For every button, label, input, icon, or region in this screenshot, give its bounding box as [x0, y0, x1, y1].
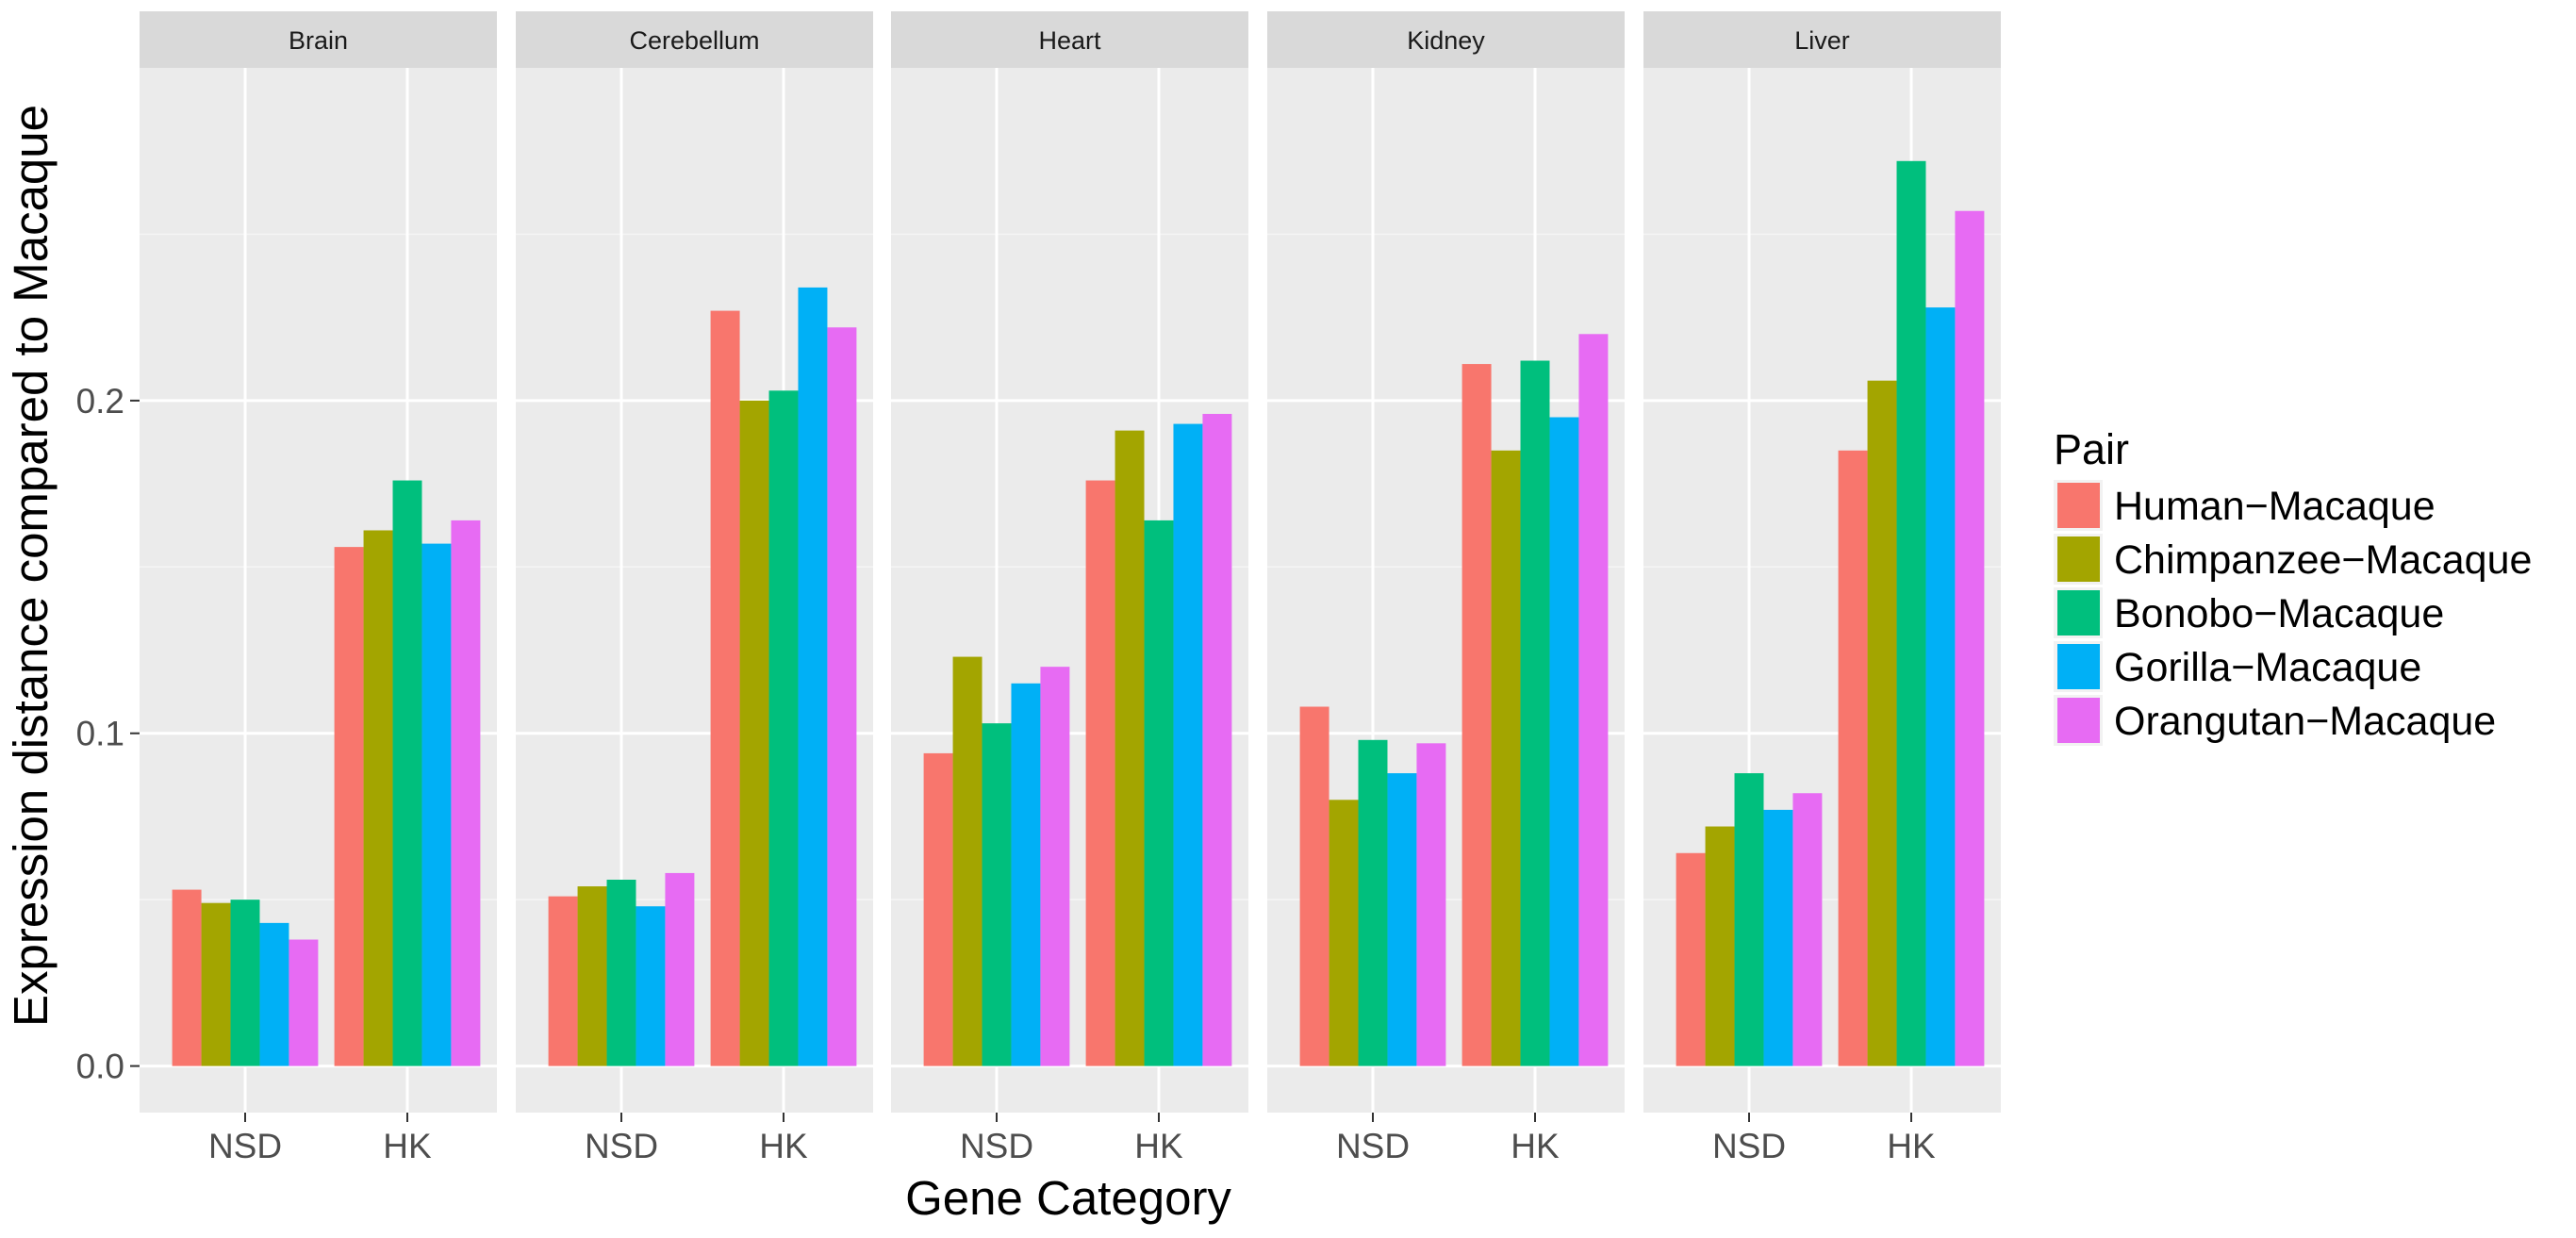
bar-liver-hk-chimpanzee-macaque — [1867, 380, 1897, 1066]
y-axis-title: Expression distance compared to Macaque — [4, 105, 58, 1027]
legend-label-orangutan-macaque: Orangutan−Macaque — [2114, 699, 2496, 744]
bar-heart-hk-bonobo-macaque — [1144, 520, 1174, 1066]
bar-cerebellum-nsd-orangutan-macaque — [665, 872, 695, 1066]
bar-kidney-hk-human-macaque — [1461, 364, 1492, 1066]
bar-cerebellum-hk-gorilla-macaque — [798, 287, 828, 1066]
x-tick-label: NSD — [1712, 1127, 1786, 1165]
strip-label: Heart — [1038, 26, 1101, 55]
bar-brain-nsd-chimpanzee-macaque — [201, 902, 231, 1066]
bar-cerebellum-hk-orangutan-macaque — [827, 327, 857, 1066]
strip-label: Cerebellum — [629, 26, 759, 55]
bar-kidney-hk-orangutan-macaque — [1578, 334, 1609, 1066]
legend-label-gorilla-macaque: Gorilla−Macaque — [2114, 645, 2421, 690]
bar-kidney-nsd-gorilla-macaque — [1387, 773, 1417, 1066]
x-axis-title: Gene Category — [905, 1171, 1231, 1225]
bar-heart-hk-orangutan-macaque — [1202, 413, 1232, 1066]
bar-brain-nsd-orangutan-macaque — [289, 939, 319, 1066]
strip-background — [1643, 11, 2001, 68]
facet-cerebellum: Cerebellum — [516, 11, 873, 1113]
bar-kidney-hk-chimpanzee-macaque — [1491, 450, 1521, 1066]
bar-brain-nsd-bonobo-macaque — [230, 900, 260, 1066]
legend-key-gorilla-macaque — [2057, 644, 2100, 689]
x-tick-label: HK — [1134, 1127, 1183, 1165]
strip-label: Brain — [289, 26, 348, 55]
bar-cerebellum-nsd-bonobo-macaque — [606, 879, 636, 1066]
bar-brain-nsd-gorilla-macaque — [259, 922, 289, 1066]
bar-liver-nsd-gorilla-macaque — [1763, 809, 1793, 1066]
strip-label: Kidney — [1407, 26, 1485, 55]
facet-heart: Heart — [891, 11, 1248, 1113]
bar-liver-hk-bonobo-macaque — [1896, 160, 1926, 1066]
bar-kidney-nsd-human-macaque — [1299, 706, 1329, 1066]
x-tick-label: HK — [383, 1127, 432, 1165]
legend-label-bonobo-macaque: Bonobo−Macaque — [2114, 591, 2444, 636]
bar-liver-nsd-chimpanzee-macaque — [1705, 826, 1735, 1066]
bar-liver-hk-human-macaque — [1838, 450, 1868, 1066]
x-axis: NSD HK NSD HK NSD HK NSD HK NSD HK — [208, 1113, 1936, 1165]
y-tick-label: 0.2 — [76, 382, 124, 421]
bar-heart-nsd-chimpanzee-macaque — [952, 656, 983, 1066]
bar-brain-hk-human-macaque — [334, 547, 364, 1066]
bar-liver-nsd-bonobo-macaque — [1734, 773, 1764, 1066]
x-tick-label: HK — [1887, 1127, 1936, 1165]
x-tick-label: NSD — [208, 1127, 282, 1165]
bar-brain-nsd-human-macaque — [172, 889, 202, 1066]
bar-heart-hk-gorilla-macaque — [1173, 423, 1203, 1066]
strip-background — [891, 11, 1248, 68]
facet-panels: Brain Cerebellum Heart Kidney Liver — [140, 11, 2001, 1113]
bar-kidney-hk-bonobo-macaque — [1520, 360, 1550, 1066]
legend: Pair Human−Macaque Chimpanzee−Macaque Bono… — [2054, 425, 2532, 746]
x-tick-label: NSD — [1336, 1127, 1410, 1165]
facet-kidney: Kidney — [1267, 11, 1625, 1113]
bar-heart-hk-human-macaque — [1085, 480, 1115, 1066]
bar-liver-hk-gorilla-macaque — [1925, 307, 1956, 1066]
legend-title: Pair — [2054, 425, 2129, 473]
y-axis: 0.0 0.1 0.2 — [76, 382, 140, 1086]
strip-background — [516, 11, 873, 68]
bar-cerebellum-hk-bonobo-macaque — [768, 390, 799, 1066]
bar-cerebellum-nsd-chimpanzee-macaque — [577, 886, 607, 1066]
bar-heart-nsd-bonobo-macaque — [982, 723, 1012, 1066]
x-tick-label: NSD — [960, 1127, 1033, 1165]
bar-cerebellum-hk-human-macaque — [710, 310, 740, 1066]
bar-kidney-nsd-orangutan-macaque — [1416, 743, 1446, 1066]
bar-brain-hk-gorilla-macaque — [421, 543, 452, 1066]
bar-liver-hk-orangutan-macaque — [1955, 210, 1985, 1066]
bar-brain-hk-chimpanzee-macaque — [363, 530, 393, 1066]
y-tick-label: 0.0 — [76, 1048, 124, 1086]
bar-cerebellum-nsd-gorilla-macaque — [636, 906, 666, 1066]
legend-key-human-macaque — [2057, 483, 2100, 528]
bar-heart-nsd-orangutan-macaque — [1040, 667, 1070, 1066]
y-tick-label: 0.1 — [76, 715, 124, 753]
bar-heart-nsd-gorilla-macaque — [1011, 683, 1041, 1066]
bar-brain-hk-orangutan-macaque — [451, 520, 481, 1066]
bar-cerebellum-hk-chimpanzee-macaque — [739, 400, 769, 1066]
bar-liver-nsd-human-macaque — [1676, 852, 1706, 1066]
x-tick-label: HK — [1511, 1127, 1560, 1165]
strip-background — [1267, 11, 1625, 68]
bar-liver-nsd-orangutan-macaque — [1792, 793, 1823, 1066]
bar-kidney-hk-gorilla-macaque — [1549, 417, 1579, 1066]
legend-label-human-macaque: Human−Macaque — [2114, 484, 2436, 529]
legend-key-chimpanzee-macaque — [2057, 536, 2100, 582]
bar-cerebellum-nsd-human-macaque — [548, 896, 578, 1066]
x-tick-label: NSD — [585, 1127, 658, 1165]
facet-liver: Liver — [1643, 11, 2001, 1113]
bar-heart-hk-chimpanzee-macaque — [1115, 430, 1145, 1066]
legend-key-orangutan-macaque — [2057, 698, 2100, 743]
bar-heart-nsd-human-macaque — [923, 752, 953, 1066]
facet-brain: Brain — [140, 11, 497, 1113]
x-tick-label: HK — [759, 1127, 808, 1165]
legend-key-bonobo-macaque — [2057, 590, 2100, 636]
bar-brain-hk-bonobo-macaque — [392, 480, 422, 1066]
strip-background — [140, 11, 497, 68]
bar-kidney-nsd-bonobo-macaque — [1358, 739, 1388, 1066]
legend-label-chimpanzee-macaque: Chimpanzee−Macaque — [2114, 537, 2532, 583]
strip-label: Liver — [1794, 26, 1850, 55]
bar-kidney-nsd-chimpanzee-macaque — [1329, 800, 1359, 1066]
